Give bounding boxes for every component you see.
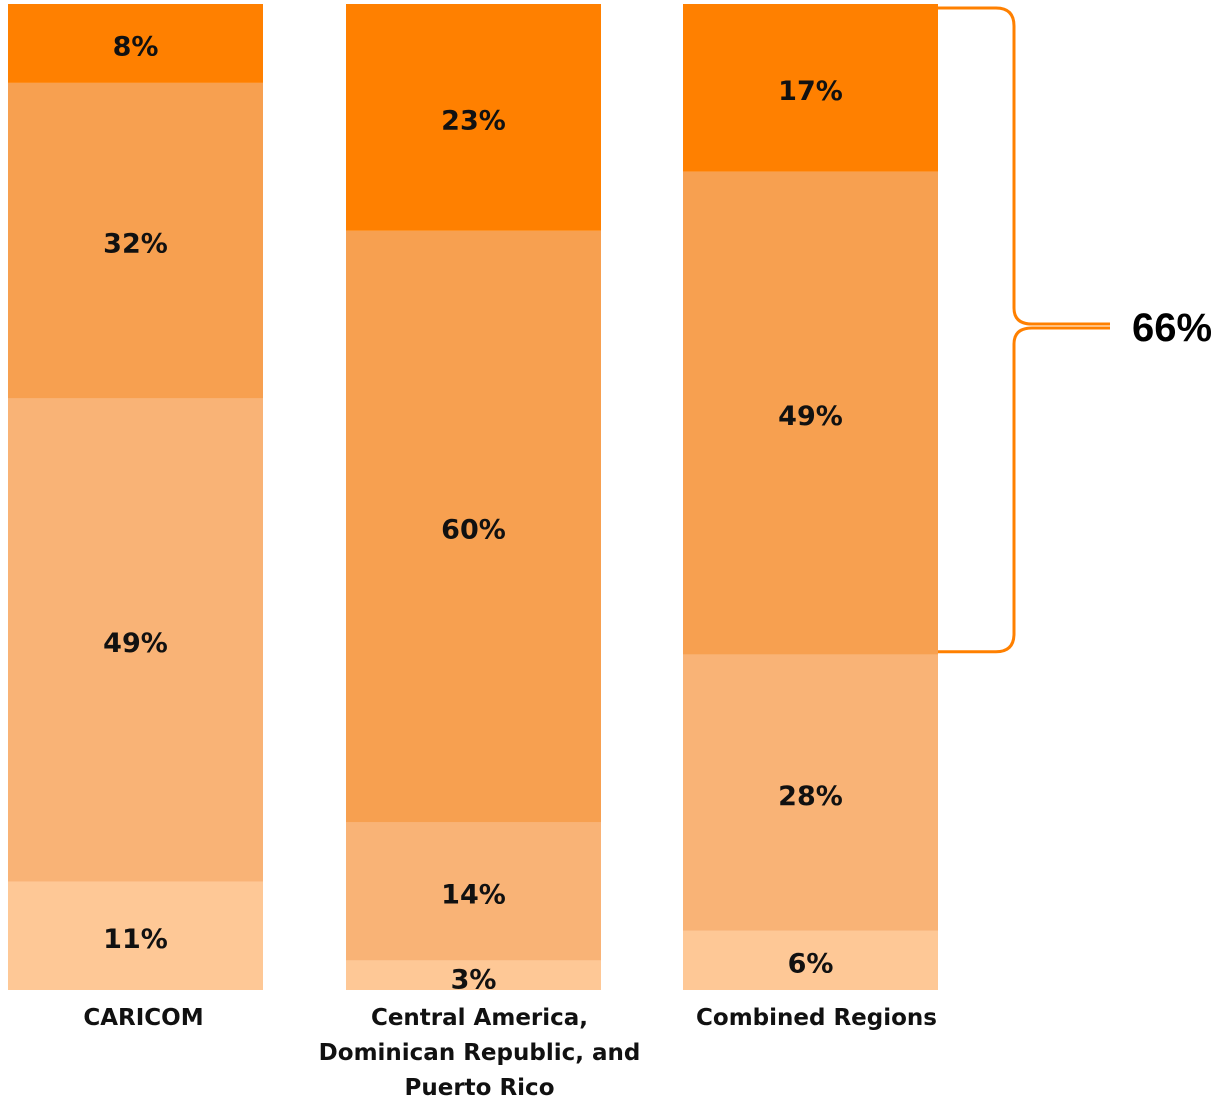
bar-segment [8,82,263,399]
category-label: CARICOM [83,1005,203,1031]
data-label: 49% [103,628,168,659]
bar-segment [8,398,263,882]
data-label: 60% [441,515,506,546]
data-label: 3% [451,964,497,995]
data-label: 23% [441,105,506,136]
data-label: 14% [441,879,506,910]
category-label: Puerto Rico [404,1075,554,1100]
bars-group [8,4,938,990]
bar-segment [683,171,938,655]
bar-segment [683,4,938,172]
bar-segment [346,822,601,961]
data-label: 49% [778,401,843,432]
bar-segment [683,654,938,931]
category-label: Combined Regions [696,1005,937,1031]
data-labels-group: 11% 49% 32% 8% 3% 14% 60% 23% 6% 28% 49% 17% [103,31,843,995]
category-labels-group: CARICOM Central America, Dominican Republi… [83,1005,937,1100]
bar-segment [683,930,938,990]
data-label: 17% [778,76,843,107]
bar-segment [8,881,263,990]
data-label: 28% [778,781,843,812]
bar-segment [346,230,601,823]
category-label: Dominican Republic, and [319,1040,641,1066]
brace-shape [938,6,1110,654]
bar-segment [346,960,601,990]
brace-annotation: 66% [938,6,1212,654]
data-label: 32% [103,229,168,260]
bar-segment [346,4,601,231]
bar-segment [8,4,263,83]
data-label: 11% [103,924,168,955]
category-label: Central America, [371,1005,588,1031]
data-label: 8% [113,31,159,62]
brace-label: 66% [1132,306,1212,350]
data-label: 6% [788,948,834,979]
